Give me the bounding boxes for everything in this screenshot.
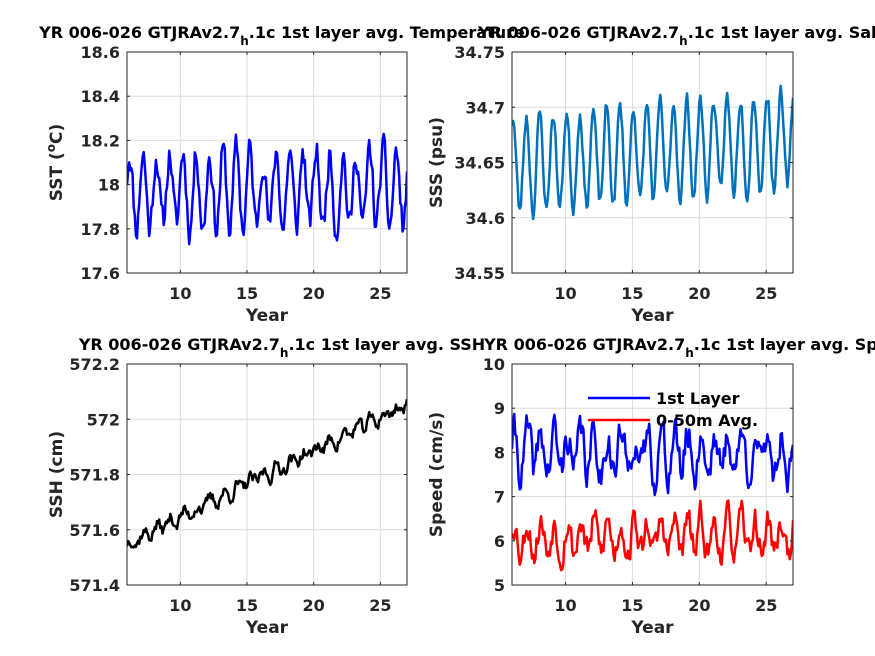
x-tick-label: 20 <box>688 596 710 615</box>
chart-1: 10 15 20 25 17.6 17.8 18 18.2 18.4 18.6 Year SST (o… <box>38 23 525 326</box>
y-tick-label: 18.4 <box>81 87 120 106</box>
x-axis-label: Year <box>245 306 289 326</box>
y-tick-label: 6 <box>494 532 505 551</box>
y-tick-label: 10 <box>483 355 505 374</box>
x-tick-label: 10 <box>554 284 576 303</box>
y-tick-label: 8 <box>494 443 505 462</box>
y-tick-label: 17.6 <box>81 264 120 283</box>
series-line-1 <box>512 84 793 221</box>
series-line-1 <box>512 412 793 497</box>
series-line-1 <box>127 132 407 246</box>
y-tick-label: 571.4 <box>69 576 120 595</box>
x-tick-label: 25 <box>369 596 391 615</box>
y-tick-label: 7 <box>494 488 505 507</box>
y-tick-label: 34.75 <box>454 43 505 62</box>
y-axis-label: Speed (cm/s) <box>427 412 447 537</box>
y-tick-label: 18 <box>98 176 120 195</box>
x-tick-label: 25 <box>755 596 777 615</box>
chart-title: YR 006-026 GTJRAv2.7h.1c 1st layer avg. … <box>483 335 875 360</box>
axes-frame <box>511 363 794 586</box>
chart-4: 10 15 20 25 5 6 7 8 9 10 Year Speed (cm/s) YR 006-02… <box>427 335 875 638</box>
y-tick-label: 572.2 <box>69 355 120 374</box>
y-axis-label: SSS (psu) <box>427 117 447 208</box>
y-tick-label: 34.55 <box>454 264 505 283</box>
x-tick-label: 20 <box>688 284 710 303</box>
y-tick-label: 18.2 <box>81 131 120 150</box>
x-tick-label: 15 <box>236 596 258 615</box>
y-tick-label: 9 <box>494 399 505 418</box>
y-tick-label: 18.6 <box>81 43 120 62</box>
chart-title: YR 006-026 GTJRAv2.7h.1c 1st layer avg. … <box>38 23 525 48</box>
x-tick-label: 10 <box>169 284 191 303</box>
y-axis-label: SSH (cm) <box>47 431 67 518</box>
y-tick-label: 34.7 <box>466 98 505 117</box>
y-tick-label: 572 <box>87 410 120 429</box>
x-tick-label: 10 <box>554 596 576 615</box>
chart-title: YR 006-026 GTJRAv2.7h.1c 1st layer avg. … <box>78 335 485 360</box>
series-line-1 <box>127 398 407 549</box>
x-tick-label: 15 <box>236 284 258 303</box>
x-axis-label: Year <box>245 618 289 638</box>
x-tick-label: 15 <box>621 284 643 303</box>
plot-area <box>127 52 407 273</box>
x-tick-label: 20 <box>303 596 325 615</box>
series-line-2 <box>512 499 793 572</box>
x-tick-label: 15 <box>621 596 643 615</box>
chart-2: 10 15 20 25 34.55 34.6 34.65 34.7 34.75 Year SSS (… <box>427 23 875 326</box>
x-axis-label: Year <box>630 306 674 326</box>
legend: 1st Layer 0-50m Avg. <box>588 389 758 430</box>
x-tick-label: 10 <box>169 596 191 615</box>
y-tick-label: 34.6 <box>466 209 505 228</box>
chart-3: 10 15 20 25 571.4 571.6 571.8 572 572.2 Year SSH (… <box>47 335 485 638</box>
x-tick-label: 20 <box>303 284 325 303</box>
x-tick-label: 25 <box>369 284 391 303</box>
axes-frame <box>126 51 408 274</box>
legend-label-2: 0-50m Avg. <box>656 411 758 430</box>
y-tick-label: 571.8 <box>69 466 120 485</box>
y-axis-label: SST (oC) <box>44 124 67 202</box>
y-tick-label: 571.6 <box>69 521 120 540</box>
y-tick-label: 5 <box>494 576 505 595</box>
x-tick-label: 25 <box>755 284 777 303</box>
chart-title: YR 006-026 GTJRAv2.7h.1c 1st layer avg. … <box>477 23 875 48</box>
y-tick-label: 17.8 <box>81 220 120 239</box>
x-axis-label: Year <box>630 618 674 638</box>
legend-label-1: 1st Layer <box>656 389 740 408</box>
y-tick-label: 34.65 <box>454 154 505 173</box>
